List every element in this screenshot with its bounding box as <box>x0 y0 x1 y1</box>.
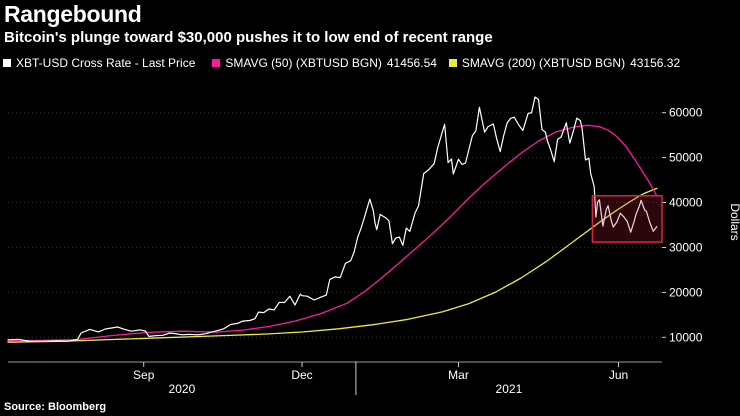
y-axis-tick-label: 60000 <box>669 106 703 120</box>
legend-swatch-smavg-50-icon <box>212 59 221 67</box>
year-label: 2021 <box>496 382 523 396</box>
legend-item-smavg-200: SMAVG (200) (XBTUSD BGN) 43156.32 <box>448 56 681 70</box>
y-axis-tick-label: 50000 <box>669 151 703 165</box>
legend-item-smavg-50: SMAVG (50) (XBTUSD BGN) 41456.54 <box>212 56 437 70</box>
x-axis-tick-label: Mar <box>448 368 469 382</box>
legend-item-last-price: XBT-USD Cross Rate - Last Price <box>3 56 200 70</box>
year-label: 2020 <box>169 382 196 396</box>
y-axis-tick-label: 40000 <box>669 196 703 210</box>
chart-legend: XBT-USD Cross Rate - Last Price SMAVG (5… <box>3 56 680 70</box>
legend-label-smavg-50: SMAVG (50) (XBTUSD BGN) <box>225 56 382 70</box>
legend-value-smavg-200: 43156.32 <box>630 56 681 70</box>
series-line <box>7 124 658 342</box>
x-axis-tick-label: Jun <box>609 368 628 382</box>
legend-swatch-smavg-200-icon <box>448 59 457 67</box>
y-axis-tick-label: 30000 <box>669 241 703 255</box>
chart-title: Rangebound <box>4 1 142 27</box>
series-line <box>7 96 658 342</box>
series-line <box>7 187 658 343</box>
chart-subtitle: Bitcoin's plunge toward $30,000 pushes i… <box>4 29 493 46</box>
y-axis-tick-label: 20000 <box>669 285 703 299</box>
x-axis-tick-label: Dec <box>291 368 312 382</box>
x-axis-tick-label: Sep <box>133 368 155 382</box>
y-axis-tick-label: 10000 <box>669 330 703 344</box>
legend-label-last-price: XBT-USD Cross Rate - Last Price <box>16 56 196 70</box>
legend-value-smavg-50: 41456.54 <box>386 56 437 70</box>
source-attribution: Source: Bloomberg <box>4 401 107 413</box>
legend-label-smavg-200: SMAVG (200) (XBTUSD BGN) <box>461 56 626 70</box>
range-highlight-box <box>591 195 663 243</box>
y-axis-title: Dollars <box>728 203 740 240</box>
legend-swatch-last-price-icon <box>3 59 11 67</box>
